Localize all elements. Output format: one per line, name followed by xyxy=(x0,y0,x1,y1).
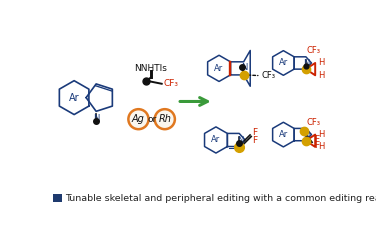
Text: CF₃: CF₃ xyxy=(261,71,276,80)
Text: F: F xyxy=(252,136,258,145)
Text: Rh: Rh xyxy=(158,114,171,124)
FancyBboxPatch shape xyxy=(53,194,62,202)
Text: N: N xyxy=(241,63,248,72)
Text: N: N xyxy=(303,59,310,68)
Circle shape xyxy=(155,109,175,129)
Text: Ar: Ar xyxy=(69,93,79,103)
Text: NNHTIs: NNHTIs xyxy=(134,64,167,73)
Text: Ar: Ar xyxy=(211,135,221,144)
Text: F: F xyxy=(314,141,320,150)
Text: CF₃: CF₃ xyxy=(307,46,321,55)
Text: Ar: Ar xyxy=(214,64,224,73)
Text: CF₃: CF₃ xyxy=(307,118,321,127)
Text: Ar: Ar xyxy=(279,59,288,67)
Text: N: N xyxy=(237,136,243,145)
Circle shape xyxy=(128,109,149,129)
Text: F: F xyxy=(252,128,258,137)
Text: H: H xyxy=(318,59,324,67)
Text: H: H xyxy=(318,130,324,139)
Text: H: H xyxy=(318,142,324,152)
Text: CF₃: CF₃ xyxy=(163,79,178,88)
Text: Tunable skeletal and peripheral editing with a common editing reagent: Tunable skeletal and peripheral editing … xyxy=(65,194,376,203)
Text: F: F xyxy=(314,135,320,144)
Text: N: N xyxy=(93,114,99,123)
Text: N: N xyxy=(303,131,310,140)
FancyArrowPatch shape xyxy=(180,97,208,105)
Text: or: or xyxy=(147,115,156,124)
Text: Ag: Ag xyxy=(132,114,145,124)
Text: Ar: Ar xyxy=(279,130,288,139)
Text: H: H xyxy=(318,71,324,80)
